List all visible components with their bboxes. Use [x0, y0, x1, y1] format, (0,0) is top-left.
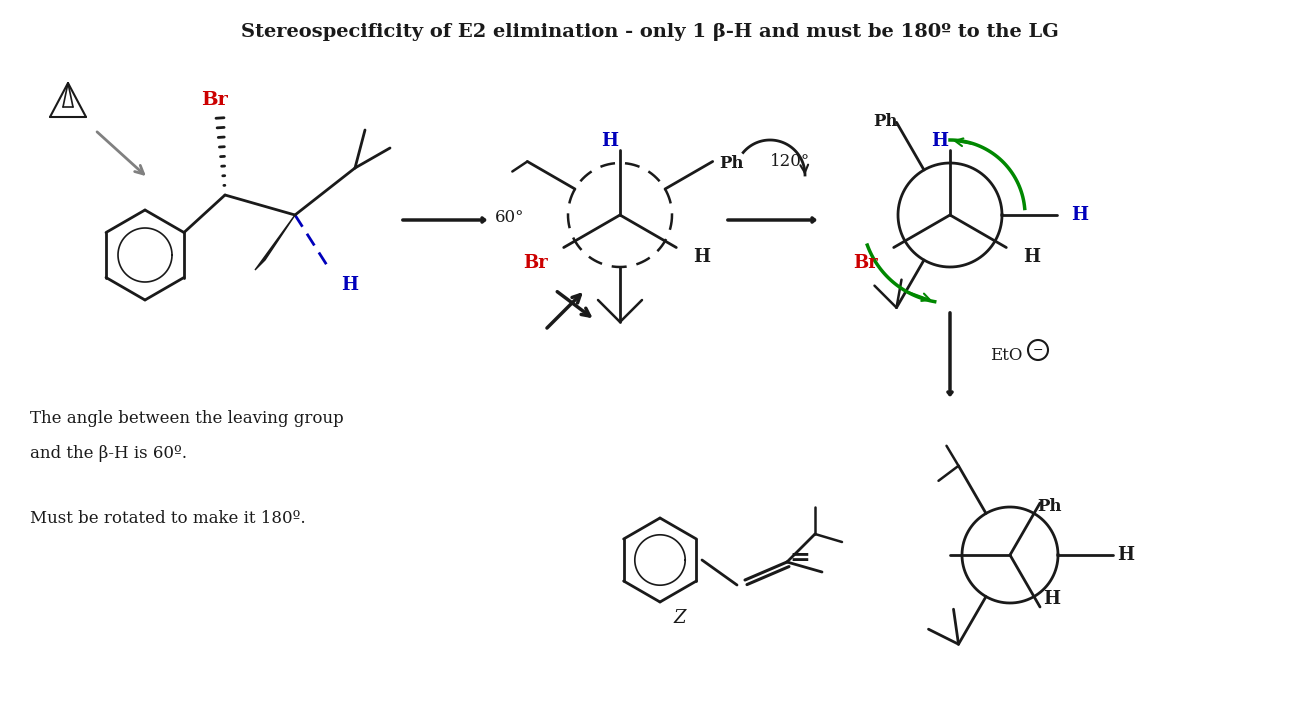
Text: H: H — [932, 132, 949, 150]
Text: H: H — [693, 249, 710, 267]
Text: H: H — [1071, 206, 1088, 224]
Text: Z: Z — [673, 609, 686, 627]
Text: −: − — [1032, 344, 1043, 356]
Text: The angle between the leaving group: The angle between the leaving group — [30, 410, 343, 427]
Text: Must be rotated to make it 180º.: Must be rotated to make it 180º. — [30, 510, 305, 527]
Text: H: H — [1023, 249, 1040, 267]
Text: H: H — [342, 276, 359, 294]
Text: H: H — [1118, 546, 1135, 564]
Text: Stereospecificity of E2 elimination - only 1 β-H and must be 180º to the LG: Stereospecificity of E2 elimination - on… — [240, 23, 1060, 41]
Text: and the β-H is 60º.: and the β-H is 60º. — [30, 445, 187, 462]
Text: 60°: 60° — [495, 210, 525, 227]
Text: Ph: Ph — [1037, 498, 1061, 515]
Text: =: = — [789, 546, 810, 570]
Polygon shape — [255, 215, 295, 270]
Text: Ph: Ph — [719, 155, 744, 172]
Text: Ph: Ph — [874, 113, 898, 130]
Text: Br: Br — [202, 91, 229, 109]
Text: Br: Br — [524, 253, 549, 272]
Text: H: H — [602, 132, 619, 150]
Text: H: H — [1044, 590, 1061, 608]
Text: Br: Br — [853, 253, 878, 272]
Text: EtO: EtO — [991, 346, 1022, 363]
Text: 120°: 120° — [770, 153, 810, 170]
